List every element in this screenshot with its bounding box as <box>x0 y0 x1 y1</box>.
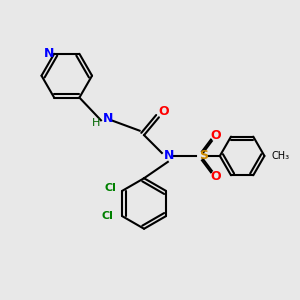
Text: CH₃: CH₃ <box>272 151 290 161</box>
Text: O: O <box>210 170 221 183</box>
Text: N: N <box>44 47 54 60</box>
Text: Cl: Cl <box>104 183 116 193</box>
Text: Cl: Cl <box>101 211 113 221</box>
Text: H: H <box>92 118 101 128</box>
Text: O: O <box>210 129 221 142</box>
Text: N: N <box>164 149 175 162</box>
Text: N: N <box>103 112 114 125</box>
Text: S: S <box>199 149 208 162</box>
Text: O: O <box>158 105 169 118</box>
